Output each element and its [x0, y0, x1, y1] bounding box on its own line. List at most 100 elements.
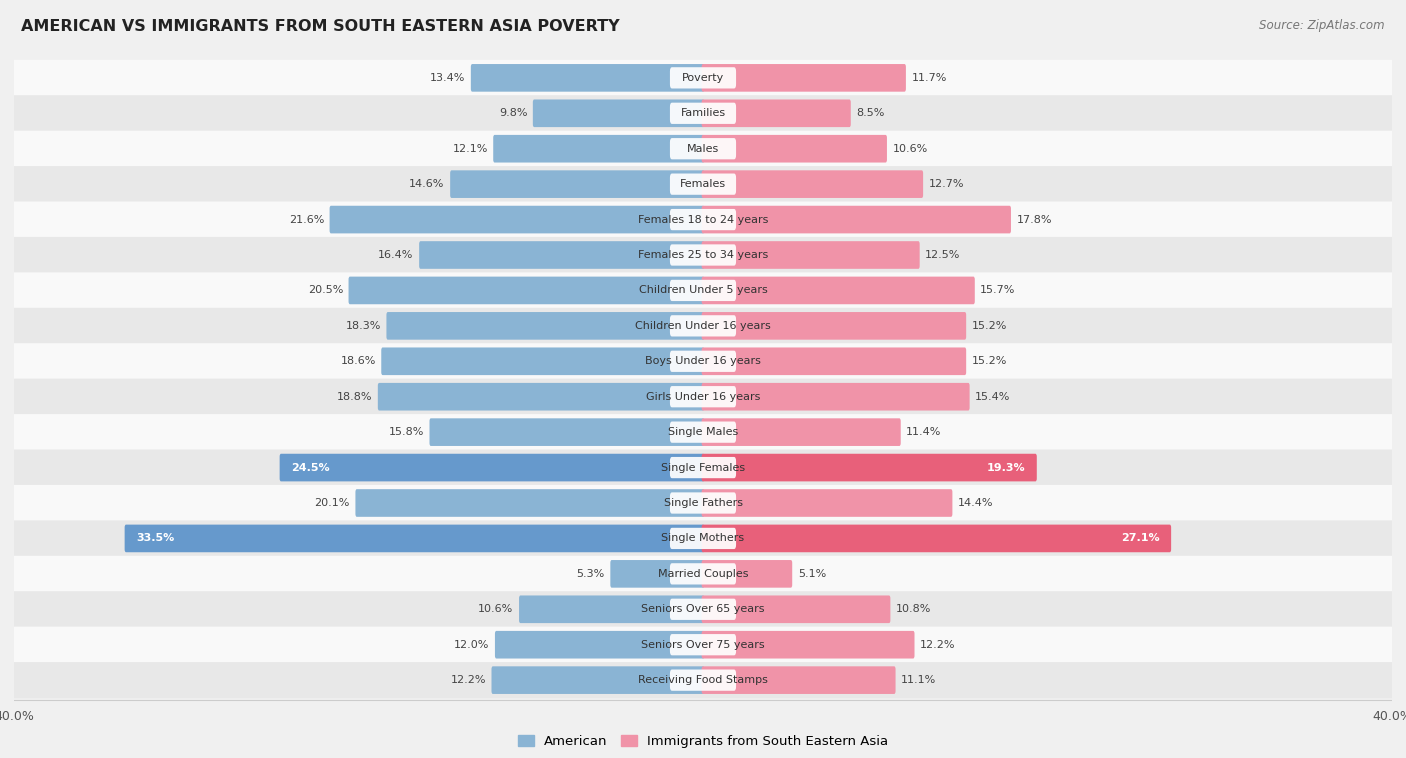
FancyBboxPatch shape — [669, 457, 737, 478]
Text: 15.4%: 15.4% — [976, 392, 1011, 402]
FancyBboxPatch shape — [702, 454, 1036, 481]
FancyBboxPatch shape — [356, 489, 704, 517]
Text: 10.6%: 10.6% — [478, 604, 513, 614]
FancyBboxPatch shape — [610, 560, 704, 587]
FancyBboxPatch shape — [702, 241, 920, 269]
Text: 16.4%: 16.4% — [378, 250, 413, 260]
FancyBboxPatch shape — [14, 591, 1392, 628]
Text: 15.2%: 15.2% — [972, 356, 1007, 366]
FancyBboxPatch shape — [14, 202, 1392, 238]
FancyBboxPatch shape — [14, 379, 1392, 415]
FancyBboxPatch shape — [669, 102, 737, 124]
FancyBboxPatch shape — [381, 347, 704, 375]
Text: Seniors Over 65 years: Seniors Over 65 years — [641, 604, 765, 614]
Text: 18.6%: 18.6% — [340, 356, 375, 366]
Text: 5.3%: 5.3% — [576, 568, 605, 579]
Text: 11.4%: 11.4% — [907, 428, 942, 437]
FancyBboxPatch shape — [387, 312, 704, 340]
FancyBboxPatch shape — [702, 99, 851, 127]
FancyBboxPatch shape — [669, 209, 737, 230]
Text: Females: Females — [681, 179, 725, 190]
Text: 11.7%: 11.7% — [911, 73, 946, 83]
Text: 15.2%: 15.2% — [972, 321, 1007, 330]
FancyBboxPatch shape — [669, 138, 737, 159]
FancyBboxPatch shape — [14, 556, 1392, 592]
Text: 5.1%: 5.1% — [797, 568, 825, 579]
FancyBboxPatch shape — [14, 130, 1392, 167]
FancyBboxPatch shape — [429, 418, 704, 446]
FancyBboxPatch shape — [702, 596, 890, 623]
Text: Children Under 16 years: Children Under 16 years — [636, 321, 770, 330]
Text: Females 18 to 24 years: Females 18 to 24 years — [638, 215, 768, 224]
Text: 12.7%: 12.7% — [928, 179, 965, 190]
Text: 12.2%: 12.2% — [450, 675, 486, 685]
FancyBboxPatch shape — [702, 525, 1171, 553]
Text: Girls Under 16 years: Girls Under 16 years — [645, 392, 761, 402]
FancyBboxPatch shape — [494, 135, 704, 162]
Text: 27.1%: 27.1% — [1121, 534, 1160, 543]
Text: Single Fathers: Single Fathers — [664, 498, 742, 508]
FancyBboxPatch shape — [669, 174, 737, 195]
Text: 18.3%: 18.3% — [346, 321, 381, 330]
Text: 12.0%: 12.0% — [454, 640, 489, 650]
FancyBboxPatch shape — [14, 272, 1392, 309]
FancyBboxPatch shape — [669, 493, 737, 514]
Text: 8.5%: 8.5% — [856, 108, 884, 118]
FancyBboxPatch shape — [349, 277, 704, 304]
FancyBboxPatch shape — [669, 528, 737, 549]
Text: 14.4%: 14.4% — [957, 498, 994, 508]
FancyBboxPatch shape — [702, 489, 952, 517]
FancyBboxPatch shape — [702, 383, 970, 411]
FancyBboxPatch shape — [702, 205, 1011, 233]
FancyBboxPatch shape — [669, 67, 737, 89]
FancyBboxPatch shape — [702, 135, 887, 162]
FancyBboxPatch shape — [669, 669, 737, 691]
Text: 15.8%: 15.8% — [388, 428, 425, 437]
Text: 12.1%: 12.1% — [453, 144, 488, 154]
FancyBboxPatch shape — [492, 666, 704, 694]
FancyBboxPatch shape — [14, 627, 1392, 662]
FancyBboxPatch shape — [533, 99, 704, 127]
FancyBboxPatch shape — [495, 631, 704, 659]
FancyBboxPatch shape — [14, 485, 1392, 521]
Text: 24.5%: 24.5% — [291, 462, 330, 472]
Text: 15.7%: 15.7% — [980, 286, 1015, 296]
Text: Poverty: Poverty — [682, 73, 724, 83]
FancyBboxPatch shape — [14, 520, 1392, 556]
FancyBboxPatch shape — [14, 308, 1392, 344]
Text: Source: ZipAtlas.com: Source: ZipAtlas.com — [1260, 19, 1385, 32]
Text: 33.5%: 33.5% — [136, 534, 174, 543]
FancyBboxPatch shape — [702, 666, 896, 694]
FancyBboxPatch shape — [702, 418, 901, 446]
Text: Single Males: Single Males — [668, 428, 738, 437]
Text: 14.6%: 14.6% — [409, 179, 444, 190]
FancyBboxPatch shape — [329, 205, 704, 233]
Text: 10.6%: 10.6% — [893, 144, 928, 154]
Text: Single Females: Single Females — [661, 462, 745, 472]
Text: Children Under 5 years: Children Under 5 years — [638, 286, 768, 296]
Text: 10.8%: 10.8% — [896, 604, 931, 614]
Text: AMERICAN VS IMMIGRANTS FROM SOUTH EASTERN ASIA POVERTY: AMERICAN VS IMMIGRANTS FROM SOUTH EASTER… — [21, 19, 620, 34]
FancyBboxPatch shape — [669, 351, 737, 372]
FancyBboxPatch shape — [419, 241, 704, 269]
FancyBboxPatch shape — [702, 64, 905, 92]
FancyBboxPatch shape — [14, 96, 1392, 131]
FancyBboxPatch shape — [14, 60, 1392, 96]
Text: 20.1%: 20.1% — [315, 498, 350, 508]
FancyBboxPatch shape — [669, 280, 737, 301]
Legend: American, Immigrants from South Eastern Asia: American, Immigrants from South Eastern … — [512, 730, 894, 753]
Text: Single Mothers: Single Mothers — [661, 534, 745, 543]
Text: 13.4%: 13.4% — [430, 73, 465, 83]
Text: 9.8%: 9.8% — [499, 108, 527, 118]
FancyBboxPatch shape — [669, 563, 737, 584]
FancyBboxPatch shape — [669, 634, 737, 656]
FancyBboxPatch shape — [450, 171, 704, 198]
FancyBboxPatch shape — [669, 315, 737, 337]
FancyBboxPatch shape — [14, 166, 1392, 202]
Text: 17.8%: 17.8% — [1017, 215, 1052, 224]
FancyBboxPatch shape — [702, 277, 974, 304]
Text: 12.5%: 12.5% — [925, 250, 960, 260]
FancyBboxPatch shape — [14, 237, 1392, 273]
Text: 11.1%: 11.1% — [901, 675, 936, 685]
FancyBboxPatch shape — [125, 525, 704, 553]
